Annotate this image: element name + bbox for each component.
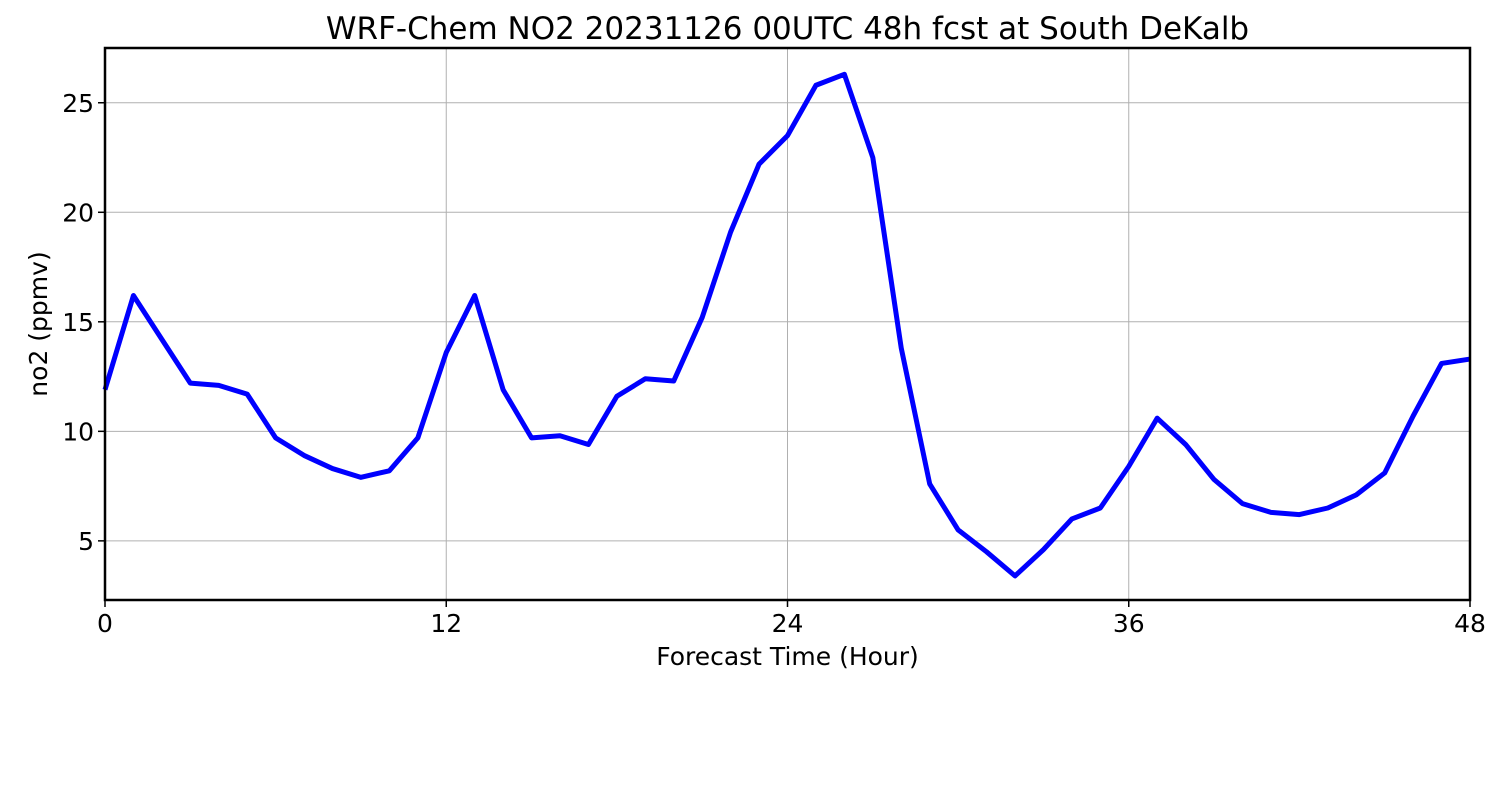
x-tick-label: 12 bbox=[430, 609, 462, 638]
x-axis-label: Forecast Time (Hour) bbox=[656, 642, 919, 671]
y-axis-label: no2 (ppmv) bbox=[24, 251, 53, 396]
y-tick-label: 15 bbox=[62, 308, 94, 337]
chart-title: WRF-Chem NO2 20231126 00UTC 48h fcst at … bbox=[326, 11, 1249, 47]
series-layer bbox=[102, 71, 1471, 579]
x-tick-label: 36 bbox=[1113, 609, 1145, 638]
y-tick-label: 20 bbox=[62, 198, 94, 227]
no2-series-line bbox=[102, 71, 1471, 579]
y-tick-label: 25 bbox=[62, 89, 94, 118]
x-tick-label: 48 bbox=[1454, 609, 1486, 638]
y-tick-label: 10 bbox=[62, 417, 94, 446]
axis-ticks: 0 12 24 36 48 5 10 15 20 25 bbox=[62, 89, 1486, 638]
y-tick-label: 5 bbox=[78, 527, 94, 556]
x-tick-label: 24 bbox=[772, 609, 804, 638]
x-tick-label: 0 bbox=[97, 609, 113, 638]
